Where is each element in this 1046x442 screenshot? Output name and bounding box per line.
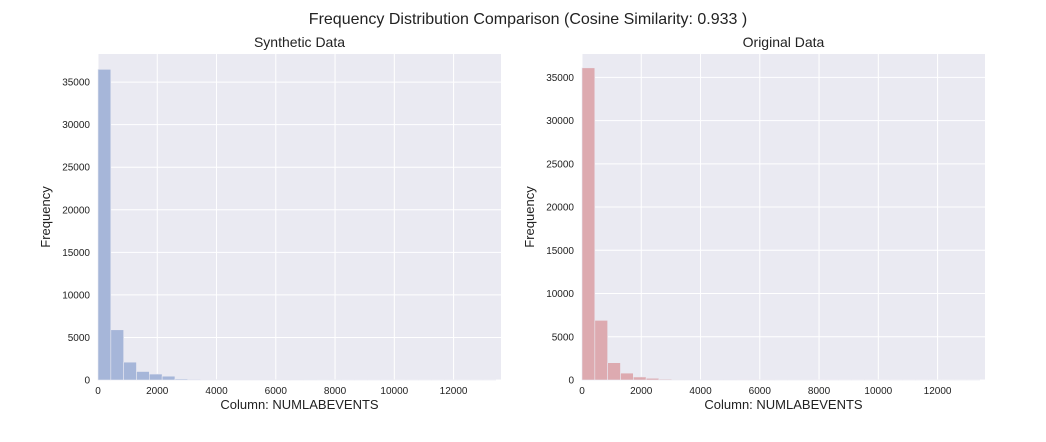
x-tick-label: 6000 [265, 386, 288, 397]
y-tick-label: 25000 [546, 159, 574, 170]
y-tick-label: 15000 [546, 246, 574, 257]
y-tick-label: 30000 [546, 116, 574, 127]
x-axis-label: Column: NUMLABEVENTS [704, 397, 863, 412]
x-tick-label: 8000 [324, 386, 347, 397]
x-tick-label: 2000 [146, 386, 169, 397]
y-tick-label: 20000 [546, 203, 574, 214]
synthetic-bar [136, 371, 150, 381]
original-data-histogram: 0 2000 4000 6000 8000 10000 12000 0 5000 10000 150… [522, 34, 985, 412]
y-tick-label: 20000 [62, 205, 90, 216]
y-tick-label: 0 [568, 376, 574, 387]
y-tick-label: 0 [84, 376, 90, 387]
synthetic-bar [149, 373, 163, 381]
y-tick-label: 15000 [62, 248, 90, 259]
synthetic-data-histogram: 0 2000 4000 6000 8000 10000 12000 0 5000 10000 150… [38, 34, 501, 412]
x-tick-label: 2000 [630, 386, 653, 397]
synthetic-bar [123, 361, 137, 381]
y-axis-label: Frequency [38, 186, 53, 248]
x-tick-label: 10000 [380, 386, 408, 397]
synthetic-bar [110, 329, 124, 381]
x-tick-label: 0 [95, 386, 101, 397]
x-tick-label: 6000 [749, 386, 772, 397]
y-tick-label: 35000 [546, 73, 574, 84]
x-axis-label: Column: NUMLABEVENTS [220, 397, 379, 412]
x-tick-label: 12000 [924, 386, 952, 397]
original-bar [581, 67, 596, 381]
x-tick-label: 0 [579, 386, 585, 397]
y-tick-label: 5000 [68, 333, 91, 344]
y-tick-label: 10000 [62, 290, 90, 301]
x-tick-label: 10000 [864, 386, 892, 397]
original-bar [620, 372, 634, 381]
plot-area [98, 54, 501, 380]
synthetic-bar [174, 378, 189, 381]
synthetic-panel-title: Synthetic Data [254, 34, 345, 50]
y-tick-label: 30000 [62, 120, 90, 131]
synthetic-bar [187, 379, 201, 381]
synthetic-bar [161, 375, 176, 381]
original-bar [594, 320, 608, 381]
y-tick-label: 5000 [552, 332, 575, 343]
synthetic-bar [97, 69, 112, 381]
plot-area [582, 54, 985, 380]
original-bar [607, 362, 621, 381]
original-bar [645, 377, 660, 381]
y-axis-label: Frequency [522, 186, 537, 248]
y-tick-label: 10000 [546, 289, 574, 300]
x-tick-label: 4000 [205, 386, 228, 397]
x-tick-label: 4000 [689, 386, 712, 397]
original-bar [671, 379, 685, 381]
original-panel-title: Original Data [743, 34, 825, 50]
x-tick-label: 12000 [440, 386, 468, 397]
original-bar [633, 376, 647, 381]
x-tick-label: 8000 [808, 386, 831, 397]
y-tick-label: 25000 [62, 163, 90, 174]
y-tick-label: 35000 [62, 78, 90, 89]
original-bar [658, 378, 673, 381]
figure-title: Frequency Distribution Comparison (Cosin… [309, 11, 747, 28]
